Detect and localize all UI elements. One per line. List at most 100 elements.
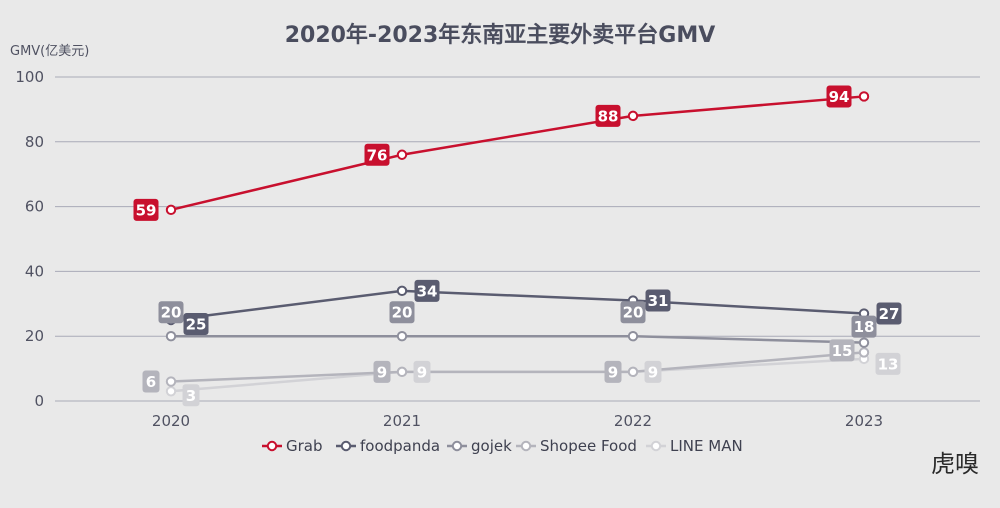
series-line-gojek	[171, 334, 865, 344]
data-label-text: 3	[186, 387, 196, 405]
data-label: 88	[595, 104, 621, 127]
data-label-text: 18	[854, 318, 875, 336]
data-label: 9	[413, 360, 431, 383]
data-label-box	[851, 315, 877, 338]
data-label-box	[645, 289, 671, 312]
legend-swatch-marker	[340, 440, 352, 452]
data-label-text: 15	[832, 342, 853, 360]
data-point	[858, 91, 870, 102]
legend: Grab foodpanda gojek Shopee Food LINE MAN	[262, 437, 743, 455]
y-tick-label: 80	[25, 133, 44, 151]
legend-item-shopee-food: Shopee Food	[516, 437, 637, 455]
legend-item-line-man: LINE MAN	[646, 437, 743, 455]
y-tick-label: 60	[25, 198, 44, 216]
data-label-box	[620, 301, 646, 324]
data-point	[165, 331, 177, 342]
series-line-foodpanda	[170, 289, 865, 322]
data-label: 15	[829, 339, 855, 362]
data-label-box	[182, 384, 200, 407]
data-label: 20	[389, 301, 415, 324]
data-label-text: 13	[878, 355, 899, 373]
data-label-box	[142, 370, 160, 393]
data-label: 25	[183, 313, 209, 335]
data-label: 76	[364, 143, 390, 166]
data-label-box	[373, 360, 391, 383]
data-point	[627, 110, 639, 122]
data-point	[858, 337, 870, 348]
data-point	[396, 331, 408, 342]
data-label: 6	[142, 370, 160, 393]
data-label-text: 20	[161, 304, 182, 322]
data-label: 27	[876, 302, 902, 325]
data-label-text: 31	[648, 292, 669, 310]
legend-label: foodpanda	[360, 437, 440, 455]
y-tick-label: 40	[25, 262, 44, 280]
legend-item-grab: Grab	[262, 437, 323, 455]
legend-label: Grab	[286, 437, 323, 455]
data-label-box	[595, 104, 621, 127]
data-point	[396, 366, 408, 378]
data-label-text: 94	[829, 88, 850, 106]
data-point	[165, 376, 177, 387]
legend-swatch-marker	[266, 440, 278, 452]
data-label-text: 9	[608, 363, 618, 381]
legend-item-foodpanda: foodpanda	[336, 437, 440, 455]
series-lines	[165, 91, 870, 397]
x-tick-label: 2020	[152, 412, 190, 430]
data-label-box	[414, 279, 440, 302]
data-label: 3	[182, 384, 200, 407]
data-label: 31	[645, 289, 671, 312]
data-label-box	[413, 360, 431, 383]
data-label-text: 6	[146, 373, 156, 391]
data-label: 34	[414, 279, 440, 302]
data-label-box	[829, 339, 855, 362]
legend-swatch-marker	[520, 440, 532, 452]
data-label-text: 76	[367, 146, 388, 164]
y-tick-label: 0	[34, 392, 44, 410]
legend-label: LINE MAN	[670, 437, 743, 455]
data-label-text: 25	[186, 316, 207, 334]
legend-label: gojek	[471, 437, 512, 455]
legend-swatch-marker	[650, 440, 662, 452]
data-label: 9	[373, 360, 391, 383]
data-label-box	[389, 301, 415, 324]
legend-swatch-marker	[451, 440, 463, 452]
data-point	[396, 149, 408, 160]
x-tick-label: 2021	[383, 412, 421, 430]
data-label-box	[604, 360, 622, 383]
data-label: 94	[826, 85, 852, 108]
data-label-box	[183, 313, 209, 335]
data-label-text: 9	[648, 363, 658, 381]
data-label: 20	[158, 301, 184, 324]
data-label-box	[644, 360, 662, 383]
x-tick-label: 2022	[614, 412, 652, 430]
series-line-line-man	[170, 357, 865, 393]
data-label-text: 9	[417, 363, 427, 381]
x-tick-label: 2023	[845, 412, 883, 430]
data-label-text: 34	[417, 282, 438, 300]
y-axis-ticks: 0 20 40 60 80 100	[15, 68, 44, 410]
data-point	[165, 204, 177, 216]
y-axis-label: GMV(亿美元)	[10, 44, 89, 59]
data-labels: 59 76 88 94 25 34 31 27 20 20 20 18 6 9 9 15 3 9 9 13	[133, 85, 902, 407]
series-line-grab	[170, 95, 865, 212]
watermark-logo: 虎嗅	[931, 450, 979, 478]
data-label-text: 59	[136, 201, 157, 219]
data-label-box	[133, 198, 159, 221]
data-point	[627, 331, 639, 342]
data-label-text: 20	[623, 304, 644, 322]
data-label: 13	[875, 352, 901, 375]
data-label-text: 88	[598, 107, 619, 125]
legend-item-gojek: gojek	[447, 437, 512, 455]
data-point	[165, 386, 177, 397]
data-point	[396, 285, 408, 297]
data-label-text: 27	[879, 305, 900, 323]
y-tick-label: 100	[15, 68, 44, 86]
y-tick-label: 20	[25, 327, 44, 345]
data-label: 18	[851, 315, 877, 338]
legend-label: Shopee Food	[540, 437, 637, 455]
data-label-box	[826, 85, 852, 108]
data-label-text: 9	[377, 363, 387, 381]
